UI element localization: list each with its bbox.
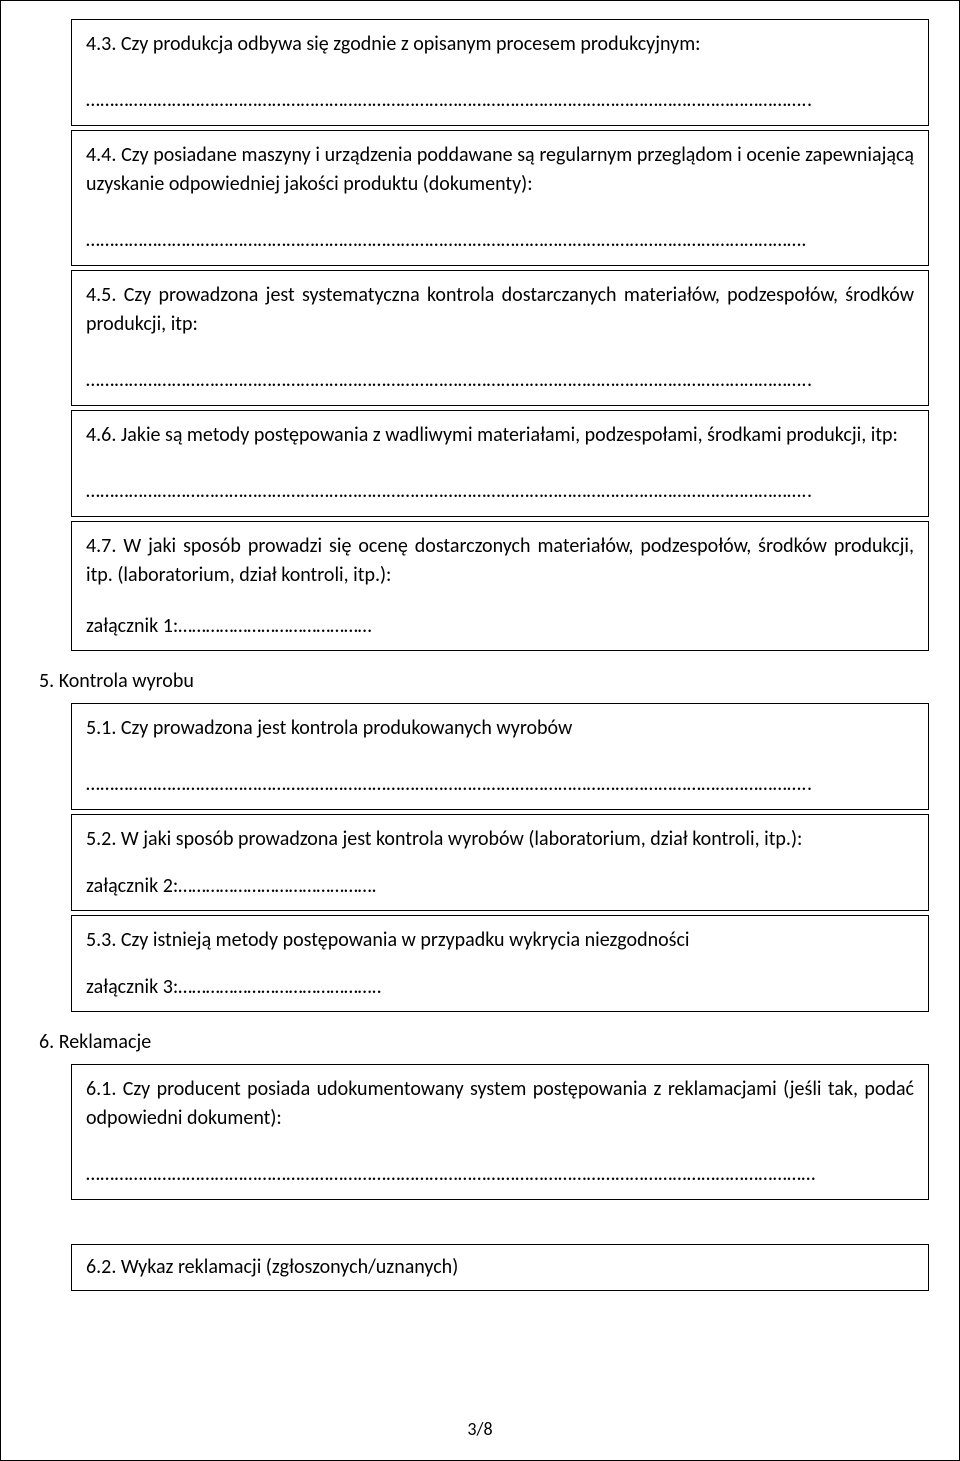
- attachment-1-line: załącznik 1:……………………………………: [86, 614, 914, 638]
- page-number: 3/8: [1, 1418, 959, 1440]
- spacer: [31, 1204, 929, 1244]
- question-5-1: 5.1. Czy prowadzona jest kontrola produk…: [71, 703, 929, 810]
- question-4-6: 4.6. Jakie są metody postępowania z wadl…: [71, 410, 929, 517]
- answer-line: ……………………………………………………………………………………………………………: [86, 1161, 914, 1187]
- question-4-7: 4.7. W jaki sposób prowadzi się ocenę do…: [71, 521, 929, 651]
- question-4-3-text: 4.3. Czy produkcja odbywa się zgodnie z …: [86, 30, 914, 59]
- attachment-2-line: załącznik 2:…………………………………….: [86, 874, 914, 898]
- question-5-2-text: 5.2. W jaki sposób prowadzona jest kontr…: [86, 825, 914, 854]
- answer-line: ……………………………………………………………………………………………………………: [86, 227, 914, 253]
- section-6-heading: 6. Reklamacje: [31, 1030, 929, 1054]
- answer-line: ……………………………………………………………………………………………………………: [86, 478, 914, 504]
- page-outer-frame: 4.3. Czy produkcja odbywa się zgodnie z …: [0, 0, 960, 1461]
- answer-line: ……………………………………………………………………………………………………………: [86, 771, 914, 797]
- question-6-1-text: 6.1. Czy producent posiada udokumentowan…: [86, 1075, 914, 1133]
- attachment-3-line: załącznik 3:……………………………………..: [86, 975, 914, 999]
- question-4-7-text: 4.7. W jaki sposób prowadzi się ocenę do…: [86, 532, 914, 590]
- answer-line: ……………………………………………………………………………………………………………: [86, 367, 914, 393]
- question-6-2: 6.2. Wykaz reklamacji (zgłoszonych/uznan…: [71, 1244, 929, 1291]
- answer-line: ……………………………………………………………………………………………………………: [86, 87, 914, 113]
- question-4-5-text: 4.5. Czy prowadzona jest systematyczna k…: [86, 281, 914, 339]
- question-5-2: 5.2. W jaki sposób prowadzona jest kontr…: [71, 814, 929, 911]
- section-5-heading: 5. Kontrola wyrobu: [31, 669, 929, 693]
- question-4-6-text: 4.6. Jakie są metody postępowania z wadl…: [86, 421, 914, 450]
- question-4-5: 4.5. Czy prowadzona jest systematyczna k…: [71, 270, 929, 406]
- question-6-2-text: 6.2. Wykaz reklamacji (zgłoszonych/uznan…: [86, 1253, 914, 1282]
- question-4-4: 4.4. Czy posiadane maszyny i urządzenia …: [71, 130, 929, 266]
- question-5-1-text: 5.1. Czy prowadzona jest kontrola produk…: [86, 714, 914, 743]
- question-4-3: 4.3. Czy produkcja odbywa się zgodnie z …: [71, 19, 929, 126]
- question-5-3: 5.3. Czy istnieją metody postępowania w …: [71, 915, 929, 1012]
- question-4-4-text: 4.4. Czy posiadane maszyny i urządzenia …: [86, 141, 914, 199]
- question-5-3-text: 5.3. Czy istnieją metody postępowania w …: [86, 926, 914, 955]
- question-6-1: 6.1. Czy producent posiada udokumentowan…: [71, 1064, 929, 1200]
